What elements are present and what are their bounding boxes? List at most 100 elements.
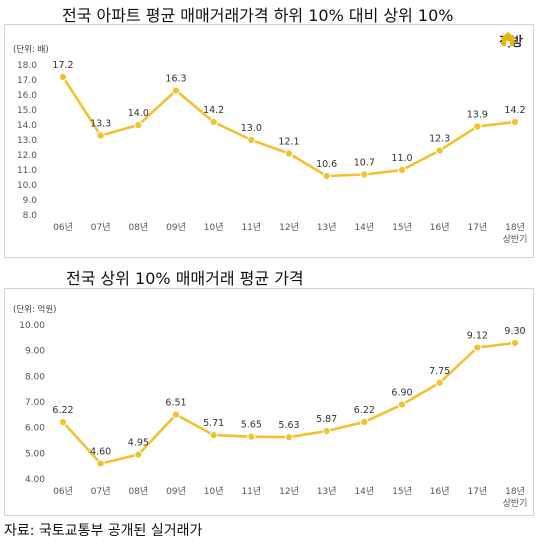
unit-label: (단위: 억원) [13,304,56,315]
data-point [360,417,369,427]
data-point [209,117,218,127]
data-point [510,117,520,127]
data-label: 4.60 [90,447,111,458]
data-label: 4.95 [128,438,149,449]
chart-panel-ratio: (단위: 배) 8.0 9.0 10.0 11.0 12.0 13.0 14.0 15.0 16.… [4,24,534,258]
data-label: 6.90 [391,388,412,399]
data-label: 7.75 [429,366,450,377]
y-tick-label: 16.0 [17,91,37,101]
data-point [171,86,181,95]
data-label: 13.0 [241,123,262,134]
data-point [473,343,482,352]
data-label: 14.2 [203,105,224,116]
x-tick-label: 10년 [204,222,224,233]
x-tick-label: 09년 [166,222,186,233]
y-tick-label: 12.0 [17,151,37,161]
x-tick-label: 상반기 [503,234,528,245]
house-icon [500,32,517,46]
x-tick-label: 14년 [354,222,374,233]
y-tick-label: 17.0 [17,76,37,86]
data-label: 5.71 [203,418,224,429]
data-point [247,135,256,145]
x-tick-label: 08년 [128,222,148,233]
data-point [435,146,444,155]
unit-label: (단위: 배) [13,44,49,55]
data-label: 6.22 [354,405,375,416]
x-tick-label: 15년 [392,486,412,497]
data-point [58,417,68,427]
data-label: 5.87 [316,414,337,425]
x-tick-label: 12년 [279,222,299,233]
y-tick-label: 8.0 [23,211,38,221]
data-point [284,433,294,442]
x-tick-label: 07년 [91,486,111,497]
x-tick-label: 09년 [166,486,186,497]
data-point [473,122,482,131]
x-tick-label: 08년 [128,486,148,497]
y-tick-label: 5.00 [25,449,45,459]
data-label: 9.30 [504,326,525,337]
y-tick-label: 11.0 [17,166,37,176]
x-tick-label: 16년 [430,222,450,233]
source-note: 자료: 국토교통부 공개된 실거래가 [4,523,203,539]
y-tick-label: 13.0 [17,136,37,146]
x-tick-label: 14년 [354,486,374,497]
data-point [58,72,68,82]
data-point [171,410,181,419]
data-point [322,171,331,181]
data-label: 10.6 [316,159,337,170]
y-tick-label: 14.0 [17,121,37,131]
x-tick-label: 13년 [317,486,337,497]
y-tick-label: 9.0 [23,196,38,206]
data-point [397,165,407,175]
x-tick-label: 18년 [505,486,525,497]
x-tick-label: 17년 [467,222,487,233]
data-label: 13.3 [90,119,111,130]
data-point [435,378,444,387]
data-label: 14.2 [504,105,525,116]
data-point [247,432,256,441]
data-point [96,459,105,468]
data-label: 11.0 [391,153,412,164]
data-label: 6.51 [165,398,186,409]
y-tick-label: 15.0 [17,106,37,116]
y-tick-label: 7.00 [25,398,45,408]
data-point [360,170,369,179]
data-point [134,450,143,459]
data-point [209,431,218,440]
chart-title-price: 전국 상위 10% 매매거래 평균 가격 [66,269,304,288]
y-tick-label: 10.0 [17,181,37,191]
data-label: 14.0 [128,108,149,119]
x-tick-label: 06년 [53,486,73,497]
series-line [61,76,516,178]
data-point [510,338,520,348]
x-tick-label: 상반기 [503,498,528,509]
x-tick-label: 07년 [91,222,111,233]
y-tick-label: 4.00 [25,475,45,485]
data-label: 17.2 [52,60,73,71]
x-tick-label: 16년 [430,486,450,497]
data-point [397,400,407,409]
chart-panel-price: (단위: 억원) 4.00 5.00 6.00 7.00 8.00 9.00 10.00 06년… [4,288,534,516]
data-label: 16.3 [165,74,186,85]
data-label: 12.3 [429,134,450,145]
y-tick-label: 6.00 [25,424,45,434]
y-tick-label: 18.0 [17,61,37,71]
data-point [284,149,294,158]
chart-title-ratio: 전국 아파트 평균 매매거래가격 하위 10% 대비 상위 10% [62,6,454,25]
data-label: 6.22 [52,405,73,416]
chart-price-svg: (단위: 억원) 4.00 5.00 6.00 7.00 8.00 9.00 10.00 06년… [13,304,528,509]
x-tick-label: 17년 [467,486,487,497]
x-tick-label: 10년 [204,486,224,497]
x-tick-label: 18년 [505,222,525,233]
data-label: 10.7 [354,158,375,169]
x-tick-label: 13년 [317,222,337,233]
data-point [134,120,143,130]
y-tick-label: 9.00 [25,347,45,357]
logo: 직방 [499,31,523,50]
x-tick-label: 12년 [279,486,299,497]
data-point [322,426,331,436]
data-label: 13.9 [467,110,488,121]
data-label: 5.63 [278,420,299,431]
x-tick-label: 06년 [53,222,73,233]
